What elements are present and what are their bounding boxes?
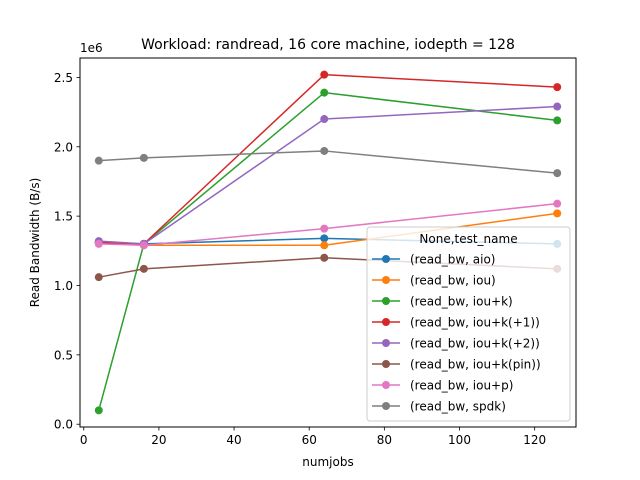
data-point-read-bw-iou-k-1 [553,83,562,92]
series-line-read-bw-iou-p [98,202,558,247]
data-point-read-bw-iou [320,241,329,250]
data-point-read-bw-spdk [320,146,329,155]
data-point-read-bw-spdk [94,156,103,165]
legend-label-read-bw-iou-k-2: (read_bw, iou+k(+2)) [410,337,540,351]
data-point-read-bw-iou-k-2 [553,102,562,111]
legend-swatch-marker-read-bw-iou-k-2 [382,339,390,347]
legend-items: (read_bw, aio) (read_bw, iou) (read_bw, io… [372,253,541,414]
x-tick-label: 60 [302,433,317,447]
data-point-read-bw-iou-k [94,406,103,415]
series-line-read-bw-iou-k [98,91,558,411]
y-tick-label: 0.5 [54,348,73,362]
data-point-read-bw-iou [553,209,562,218]
legend-label-read-bw-iou-k-pin: (read_bw, iou+k(pin)) [410,358,541,372]
legend: None,test_name (read_bw, aio) (read_bw, i… [366,226,571,422]
y-tick-label: 2.5 [54,71,73,85]
legend-label-read-bw-iou: (read_bw, iou) [410,274,496,288]
y-tick-label: 0.0 [54,418,73,432]
legend-swatch-marker-read-bw-iou-k-1 [382,318,390,326]
data-point-read-bw-iou-p [139,241,148,250]
data-point-read-bw-iou-k-pin [320,253,329,262]
axes: 0 20 40 60 80 100 120 0.0 0.5 1.0 1.5 2.0 2.5 [54,71,546,447]
data-point-read-bw-spdk [139,153,148,162]
plot-frame [79,57,577,428]
data-point-read-bw-spdk [553,169,562,178]
legend-label-read-bw-spdk: (read_bw, spdk) [410,400,506,414]
legend-title: None,test_name [419,232,517,246]
x-tick-label: 40 [226,433,241,447]
legend-label-read-bw-aio: (read_bw, aio) [410,253,495,267]
data-point-read-bw-iou-k-pin [139,264,148,273]
series-line-read-bw-iou-k-2 [98,105,558,245]
legend-label-read-bw-iou-p: (read_bw, iou+p) [410,379,513,393]
legend-label-read-bw-iou-k-1: (read_bw, iou+k(+1)) [410,316,540,330]
y-axis-label: Read Bandwidth (B/s) [28,178,42,308]
legend-swatch-marker-read-bw-iou-k [382,297,390,305]
data-point-read-bw-iou-k-1 [320,70,329,79]
legend-swatch-marker-read-bw-spdk [382,402,390,410]
x-tick-label: 0 [80,433,88,447]
data-point-read-bw-iou-p [553,199,562,208]
x-tick-label: 20 [151,433,166,447]
data-point-read-bw-iou-k [553,116,562,125]
legend-swatch-marker-read-bw-iou-p [382,381,390,389]
chart-title: Workload: randread, 16 core machine, iod… [141,37,515,53]
data-point-read-bw-aio [320,234,329,243]
y-tick-label: 2.0 [54,140,73,154]
y-tick-label: 1.0 [54,279,73,293]
x-axis-label: numjobs [302,455,353,469]
x-tick-label: 100 [448,433,471,447]
data-point-read-bw-iou-k-pin [94,273,103,282]
data-point-read-bw-iou-p [94,239,103,248]
legend-swatch-marker-read-bw-aio [382,255,390,263]
legend-box [366,226,571,422]
legend-swatch-marker-read-bw-iou-k-pin [382,360,390,368]
legend-swatch-marker-read-bw-iou [382,276,390,284]
data-point-read-bw-iou-p [320,224,329,233]
data-point-read-bw-iou-k [320,88,329,97]
y-axis-offset-label: 1e6 [80,41,103,55]
legend-label-read-bw-iou-k: (read_bw, iou+k) [410,295,513,309]
data-point-read-bw-iou-k-2 [320,115,329,124]
x-tick-label: 120 [523,433,546,447]
series-line-read-bw-spdk [98,150,558,174]
y-tick-label: 1.5 [54,210,73,224]
x-tick-label: 80 [377,433,392,447]
